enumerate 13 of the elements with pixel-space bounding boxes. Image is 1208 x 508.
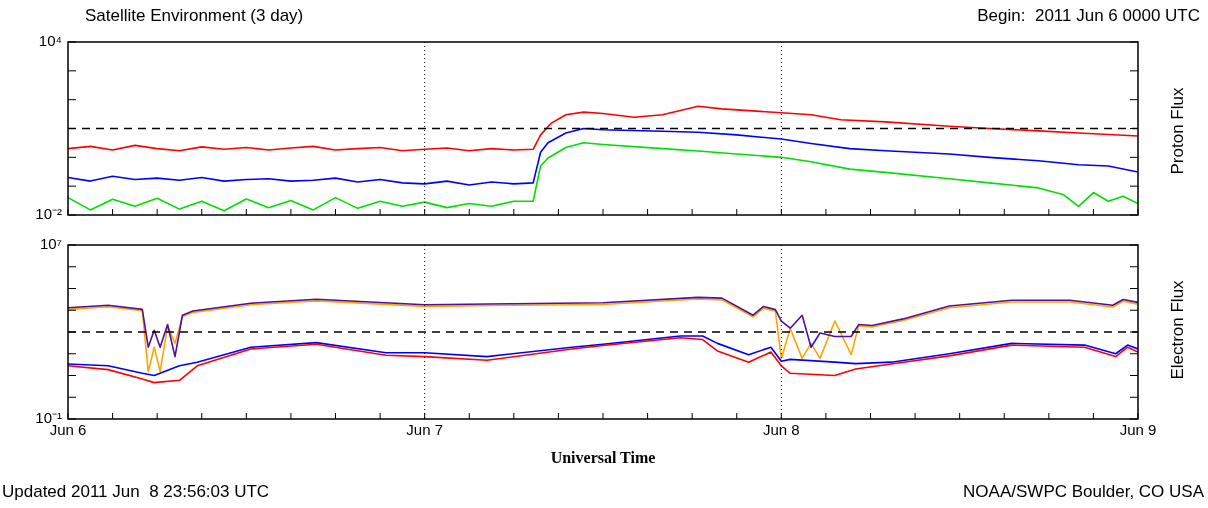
chart-title: Satellite Environment (3 day) <box>85 6 304 26</box>
y-axis-title: Proton Flux <box>1168 87 1188 175</box>
x-tick-label: Jun 9 <box>1119 421 1157 439</box>
text: Updated 2011 Jun 8 23:56:03 UTC <box>2 482 270 502</box>
y-tick-label: 10⁴ <box>38 32 62 50</box>
x-tick-label: Jun 8 <box>762 421 800 439</box>
text: NOAA/SWPC Boulder, CO USA <box>963 482 1204 502</box>
chart-subtitle: Begin: 2011 Jun 6 0000 UTC <box>977 6 1200 26</box>
y-tick-label: 10⁻² <box>35 205 62 223</box>
y-axis-title: Electron Flux <box>1168 279 1188 380</box>
y-tick-label: 10⁷ <box>39 235 62 253</box>
x-axis-title: Universal Time <box>550 449 656 467</box>
x-tick-label: Jun 7 <box>406 421 444 439</box>
